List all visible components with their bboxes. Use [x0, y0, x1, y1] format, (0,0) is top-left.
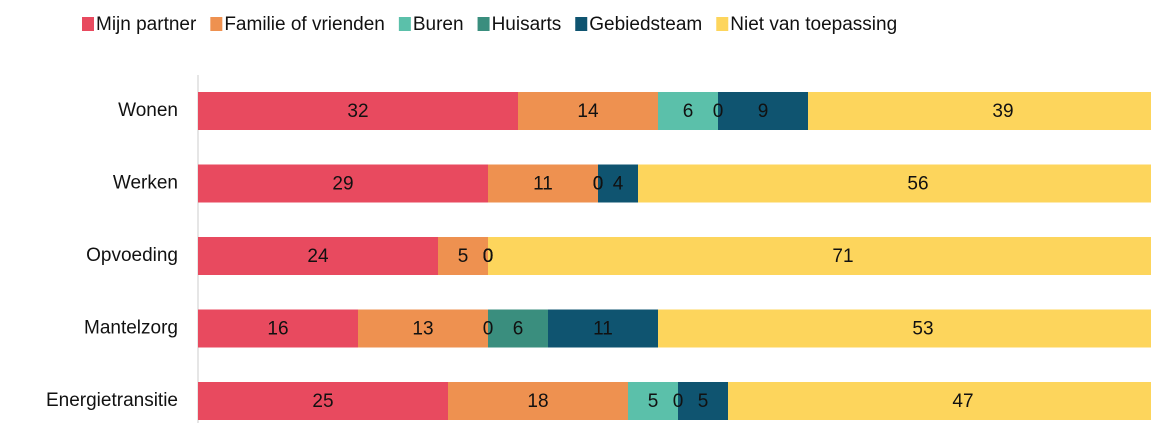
data-label: 32 — [347, 101, 368, 122]
bar-segment — [198, 309, 358, 348]
legend-label: Gebiedsteam — [589, 14, 702, 35]
bar-segment — [198, 382, 448, 420]
legend-swatch — [398, 17, 411, 31]
data-label: 11 — [533, 174, 553, 195]
data-label: 53 — [912, 319, 933, 340]
data-label: 6 — [513, 319, 524, 340]
bar-segment — [358, 309, 488, 348]
data-label: 18 — [527, 391, 548, 412]
y-tick-label: Wonen — [118, 100, 178, 121]
legend-label: Familie of vrienden — [224, 14, 385, 35]
bar-segment — [198, 237, 438, 275]
bar-segment — [598, 164, 638, 203]
bar-segment — [448, 382, 628, 420]
data-label: 13 — [412, 319, 433, 340]
bar-segment — [718, 92, 808, 130]
bar-segment — [488, 164, 598, 203]
data-label: 5 — [648, 391, 659, 412]
data-label: 4 — [613, 174, 624, 195]
data-label: 24 — [307, 246, 329, 267]
data-label: 5 — [458, 246, 469, 267]
bar-segment — [198, 164, 488, 203]
bar-segment — [658, 92, 718, 130]
legend-swatch — [477, 17, 490, 31]
legend-label: Mijn partner — [96, 14, 197, 35]
bar-segment — [808, 92, 1151, 130]
bar-segment — [488, 237, 1151, 275]
data-label: 14 — [577, 101, 599, 122]
bar-segment — [198, 92, 518, 130]
data-label: 0 — [483, 246, 494, 267]
data-label: 0 — [713, 101, 724, 122]
data-label: 0 — [483, 246, 494, 267]
data-label: 6 — [683, 101, 694, 122]
data-label: 11 — [593, 319, 613, 340]
bar-segment — [488, 309, 548, 348]
legend-label: Niet van toepassing — [730, 14, 897, 35]
y-tick-label: Mantelzorg — [84, 318, 178, 339]
bar-segment — [548, 309, 658, 348]
data-label: 0 — [673, 391, 684, 412]
bar-segment — [638, 164, 1151, 203]
y-tick-label: Werken — [113, 173, 178, 194]
legend-swatch — [575, 17, 588, 31]
bar-segment — [658, 309, 1151, 348]
bar-segment — [728, 382, 1151, 420]
data-label: 47 — [952, 391, 973, 412]
bar-segment — [518, 92, 658, 130]
y-tick-label: Energietransitie — [46, 390, 178, 411]
legend-label: Huisarts — [492, 14, 562, 35]
legend-swatch — [716, 17, 729, 31]
legend-swatch — [82, 17, 94, 31]
data-label: 71 — [832, 246, 853, 267]
legend-label: Buren — [413, 14, 464, 35]
data-label: 0 — [483, 319, 494, 340]
bar-segment — [438, 237, 488, 275]
data-label: 0 — [593, 174, 604, 195]
data-label: 5 — [698, 391, 709, 412]
bar-segment — [678, 382, 728, 420]
y-tick-label: Opvoeding — [86, 245, 178, 266]
data-label: 29 — [332, 174, 353, 195]
data-label: 39 — [992, 101, 1013, 122]
data-label: 56 — [907, 174, 928, 195]
data-label: 16 — [267, 319, 288, 340]
data-label: 9 — [758, 101, 769, 122]
data-label: 0 — [593, 174, 604, 195]
legend-swatch — [210, 17, 223, 31]
data-label: 25 — [312, 391, 333, 412]
bar-segment — [628, 382, 678, 420]
data-label: 0 — [483, 246, 494, 267]
